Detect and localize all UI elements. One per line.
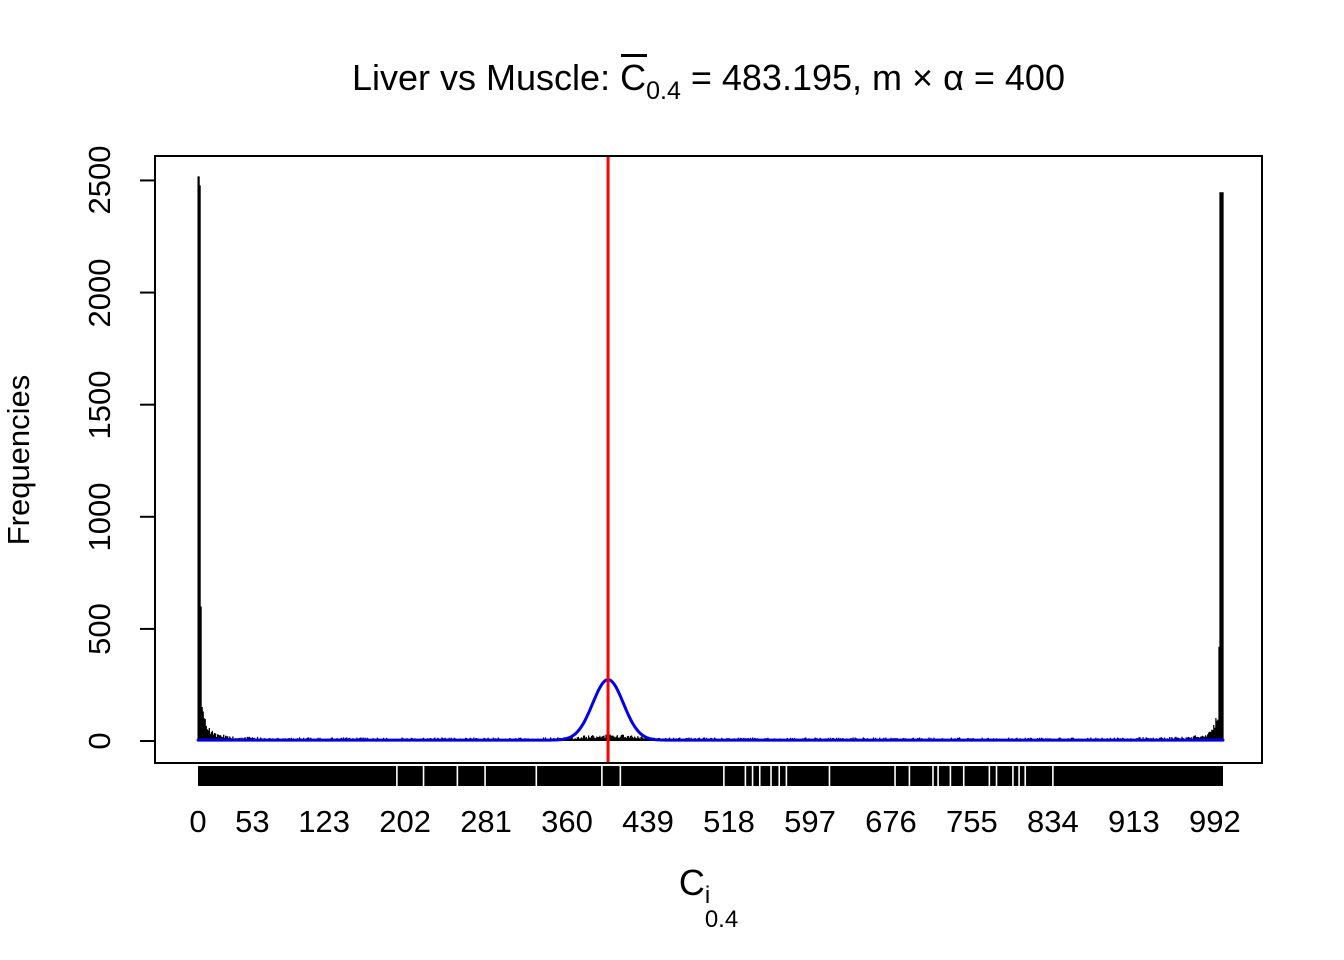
- x-tick-label: 518: [703, 804, 755, 839]
- rug-strip: [198, 766, 1224, 786]
- density-curve: [196, 678, 1225, 742]
- y-tick-label: 1500: [82, 370, 117, 440]
- y-tick-label: 500: [82, 603, 117, 655]
- y-tick-label: 0: [82, 732, 117, 750]
- x-tick-label: 360: [541, 804, 593, 839]
- y-tick-label: 2000: [82, 258, 117, 328]
- title-stat-value: 483.195: [721, 57, 853, 98]
- c-bar-symbol: C: [620, 53, 648, 98]
- x-tick-label: 53: [235, 804, 270, 839]
- x-tick-label: 439: [622, 804, 674, 839]
- c-bar-subscript: 0.4: [646, 77, 681, 105]
- x-label-subscript: 0.4: [704, 906, 739, 934]
- title-comma: ,: [852, 57, 873, 98]
- y-tick-label: 1000: [82, 482, 117, 552]
- x-tick-label: 597: [784, 804, 836, 839]
- x-tick-label: 834: [1027, 804, 1079, 839]
- x-tick-label: 202: [379, 804, 431, 839]
- title-equals: =: [680, 57, 722, 98]
- y-axis-label: Frequencies: [1, 374, 36, 546]
- histogram-bars: [197, 176, 1224, 741]
- rug-band: [198, 766, 1224, 786]
- x-tick-label: 676: [865, 804, 917, 839]
- title-equals-2: =: [963, 57, 1005, 98]
- x-label-superscript: i: [704, 882, 711, 909]
- x-tick-label: 281: [460, 804, 512, 839]
- y-axis-ticks: [140, 179, 154, 743]
- chart-title: Liver vs Muscle: C0.4 = 483.195, m × α =…: [155, 50, 1262, 106]
- x-tick-label: 0: [189, 804, 207, 839]
- title-m-alpha-expr: m × α: [872, 57, 964, 98]
- x-tick-label: 913: [1108, 804, 1160, 839]
- y-tick-label: 2500: [82, 145, 117, 215]
- title-prefix: Liver vs Muscle:: [352, 57, 621, 98]
- x-tick-label: 123: [298, 804, 350, 839]
- x-label-base: C: [678, 862, 705, 903]
- title-param-value: 400: [1004, 57, 1065, 98]
- plot-frame: [154, 155, 1263, 764]
- x-tick-label: 755: [946, 804, 998, 839]
- x-tick-label: 992: [1188, 804, 1241, 839]
